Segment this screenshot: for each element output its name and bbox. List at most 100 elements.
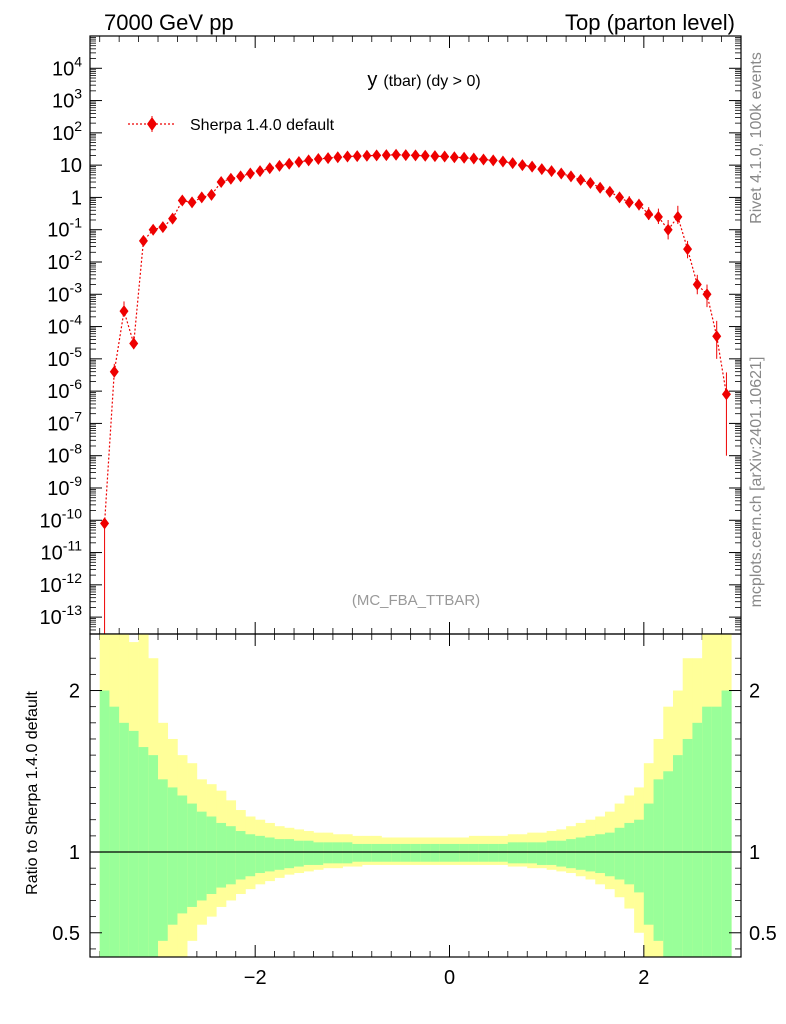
data-point [129, 337, 139, 350]
legend: Sherpa 1.4.0 default [128, 116, 335, 134]
y-tick-label: 10-12 [40, 570, 83, 597]
data-point [440, 150, 450, 163]
data-point [148, 223, 158, 236]
data-point [430, 150, 440, 163]
ratio-band-inner [342, 842, 353, 864]
data-point [372, 149, 382, 162]
data-point [391, 148, 401, 161]
ratio-band-inner [362, 843, 373, 862]
data-point [294, 156, 304, 169]
ratio-band-inner [585, 835, 596, 872]
x-tick-label: 0 [444, 967, 455, 989]
ratio-band-inner [216, 822, 227, 888]
ratio-band-inner [391, 843, 402, 862]
ratio-band-inner [682, 738, 693, 957]
data-point [401, 149, 411, 162]
data-point [274, 159, 284, 172]
data-point [508, 157, 518, 170]
data-point [109, 365, 119, 378]
data-point [420, 149, 430, 162]
ratio-band-inner [303, 840, 314, 865]
data-point [177, 194, 187, 207]
ratio-band-inner [420, 843, 431, 862]
x-tick-label: −2 [244, 967, 267, 989]
data-point [381, 149, 391, 162]
ratio-band-inner [478, 843, 489, 862]
ratio-band-inner [235, 831, 246, 880]
data-point [255, 165, 265, 178]
header-left: 7000 GeV pp [104, 10, 234, 35]
ratio-band-inner [167, 787, 178, 925]
y-tick-label: 10-11 [41, 538, 83, 565]
data-point [197, 191, 207, 204]
data-point [692, 278, 702, 291]
legend-marker [147, 117, 157, 131]
ratio-band-inner [711, 706, 722, 957]
ratio-band-inner [692, 722, 703, 957]
lower-axes: −2 0 2 2 2 1 1 0.5 0.5 [52, 36, 777, 989]
data-point [624, 196, 634, 209]
data-point [323, 152, 333, 165]
ratio-band-inner [536, 842, 547, 865]
ratio-band-inner [468, 843, 479, 862]
data-point [547, 165, 557, 178]
y-tick-label: 102 [52, 118, 82, 145]
ratio-band-inner [449, 843, 460, 862]
data-point [634, 198, 644, 211]
upper-frame [89, 35, 742, 635]
data-point [119, 305, 129, 318]
data-point [206, 188, 216, 201]
ratio-y-tick-label-right: 0.5 [749, 923, 777, 945]
ratio-band-inner [498, 843, 509, 862]
rivet-label: Rivet 4.1.0, 100k events [748, 52, 765, 224]
ratio-band-inner [721, 690, 732, 957]
data-point [265, 162, 275, 175]
ratio-band-inner [109, 706, 120, 957]
data-point [488, 154, 498, 167]
data-point [459, 151, 469, 164]
ratio-band-inner [187, 803, 198, 907]
data-point [313, 152, 323, 165]
x-tick-label: 2 [638, 967, 649, 989]
ratio-band-inner [128, 730, 139, 957]
y-tick-label: 1 [71, 187, 82, 209]
ratio-band-inner [575, 837, 586, 870]
data-point [585, 176, 595, 189]
ratio-band-inner [332, 842, 343, 864]
plot-title-main: y [367, 69, 377, 91]
ratio-y-tick-label: 1 [69, 842, 80, 864]
ratio-band-inner [566, 839, 577, 869]
data-point [537, 163, 547, 176]
ratio-band-inner [595, 834, 606, 874]
ratio-band-inner [634, 819, 645, 893]
y-tick-label: 10-6 [47, 376, 82, 403]
y-tick-label: 10-9 [47, 473, 82, 500]
data-point [226, 172, 236, 185]
y-tick-label: 10-1 [47, 215, 82, 242]
ratio-band-inner [556, 840, 567, 867]
ratio-band-inner [624, 822, 635, 885]
ratio-band-inner [323, 842, 334, 864]
data-point [721, 388, 731, 401]
data-point [362, 149, 372, 162]
data-point [479, 153, 489, 166]
ratio-band-inner [206, 816, 217, 895]
ratio-band-inner [148, 755, 159, 957]
data-point [449, 151, 459, 164]
y-tick-label: 10-4 [47, 312, 82, 339]
ratio-band-inner [546, 840, 557, 865]
data-point [673, 210, 683, 223]
data-point [284, 157, 294, 170]
data-point [245, 167, 255, 180]
ratio-band-inner [672, 755, 684, 957]
data-point [556, 167, 566, 180]
series-sherpa [100, 148, 731, 634]
header-right: Top (parton level) [565, 10, 735, 35]
ratio-y-tick-label-right: 1 [749, 842, 760, 864]
data-point [527, 160, 537, 173]
ratio-band-inner [99, 690, 110, 957]
ratio-band-inner [313, 842, 324, 865]
ratio-band-inner [381, 843, 392, 862]
ratio-band-inner [294, 840, 305, 867]
